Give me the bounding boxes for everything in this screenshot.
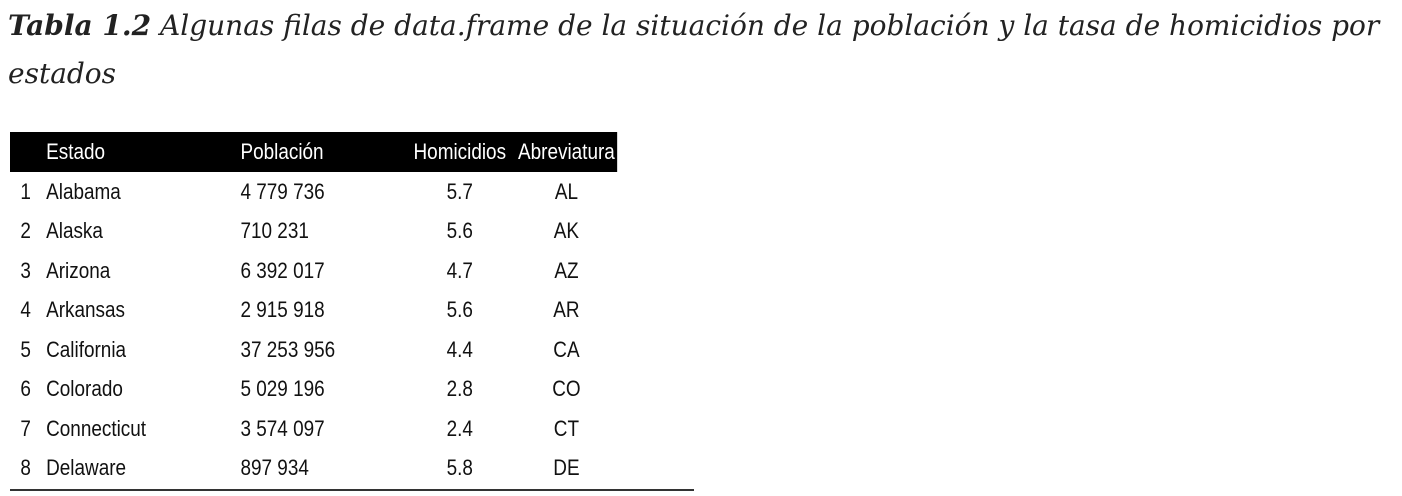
- cell-poblacion: 710 231: [240, 218, 309, 244]
- row-index: 6: [20, 376, 31, 402]
- cell-estado: Arkansas: [46, 297, 125, 323]
- row-index: 5: [20, 336, 31, 362]
- cell-homicidios: 5.6: [446, 218, 473, 244]
- cell-abreviatura: CT: [553, 415, 580, 441]
- row-index: 4: [20, 297, 31, 323]
- cell-homicidios: 2.4: [446, 415, 473, 441]
- caption-label: Tabla 1.2: [8, 9, 152, 42]
- cell-homicidios: 5.6: [446, 297, 473, 323]
- cell-abreviatura: CA: [553, 336, 580, 362]
- table-row: 1 Alabama 4 779 736 5.7 AL: [10, 172, 617, 212]
- header-homicidios: Homicidios: [413, 139, 507, 164]
- cell-homicidios: 5.7: [446, 178, 473, 204]
- cell-estado: Delaware: [46, 455, 127, 481]
- cell-poblacion: 5 029 196: [240, 376, 325, 402]
- cell-estado: Alabama: [46, 178, 121, 204]
- row-index: 3: [20, 257, 31, 283]
- cell-poblacion: 6 392 017: [240, 257, 325, 283]
- cell-estado: Alaska: [46, 218, 103, 244]
- cell-poblacion: 3 574 097: [240, 415, 325, 441]
- table-row: 5 California 37 253 956 4.4 CA: [10, 330, 617, 370]
- data-table: Estado Población Homicidios Abreviatura …: [10, 132, 618, 489]
- cell-homicidios: 4.4: [446, 336, 473, 362]
- caption-text: Algunas filas de data.frame de la situac…: [8, 9, 1380, 90]
- cell-estado: California: [46, 336, 127, 362]
- table-row: 8 Delaware 897 934 5.8 DE: [10, 449, 617, 489]
- table-row: 6 Colorado 5 029 196 2.8 CO: [10, 370, 617, 410]
- table-row: 7 Connecticut 3 574 097 2.4 CT: [10, 409, 617, 449]
- cell-homicidios: 5.8: [446, 455, 473, 481]
- cell-abreviatura: CO: [552, 376, 581, 402]
- cell-abreviatura: AK: [553, 218, 580, 244]
- cell-poblacion: 4 779 736: [240, 178, 325, 204]
- cell-poblacion: 2 915 918: [240, 297, 325, 323]
- header-poblacion: Población: [240, 139, 324, 164]
- cell-estado: Connecticut: [46, 415, 147, 441]
- cell-homicidios: 2.8: [446, 376, 473, 402]
- row-index: 7: [20, 415, 31, 441]
- table-row: 2 Alaska 710 231 5.6 AK: [10, 212, 617, 252]
- cell-estado: Colorado: [46, 376, 123, 402]
- cell-poblacion: 897 934: [240, 455, 309, 481]
- row-index: 2: [20, 218, 31, 244]
- header-abreviatura: Abreviatura: [518, 139, 615, 164]
- table-row: 4 Arkansas 2 915 918 5.6 AR: [10, 291, 617, 331]
- cell-estado: Arizona: [46, 257, 111, 283]
- cell-abreviatura: AL: [554, 178, 578, 204]
- cell-abreviatura: DE: [553, 455, 580, 481]
- table-row: 3 Arizona 6 392 017 4.7 AZ: [10, 251, 617, 291]
- table-header-row: Estado Población Homicidios Abreviatura: [10, 132, 618, 172]
- table-caption: Tabla 1.2 Algunas filas de data.frame de…: [8, 2, 1398, 98]
- row-index: 8: [20, 455, 31, 481]
- header-estado: Estado: [46, 139, 106, 164]
- row-index: 1: [20, 178, 31, 204]
- cell-abreviatura: AR: [553, 297, 580, 323]
- table-bottom-rule: [10, 489, 694, 491]
- cell-poblacion: 37 253 956: [240, 336, 336, 362]
- cell-homicidios: 4.7: [446, 257, 473, 283]
- cell-abreviatura: AZ: [554, 257, 579, 283]
